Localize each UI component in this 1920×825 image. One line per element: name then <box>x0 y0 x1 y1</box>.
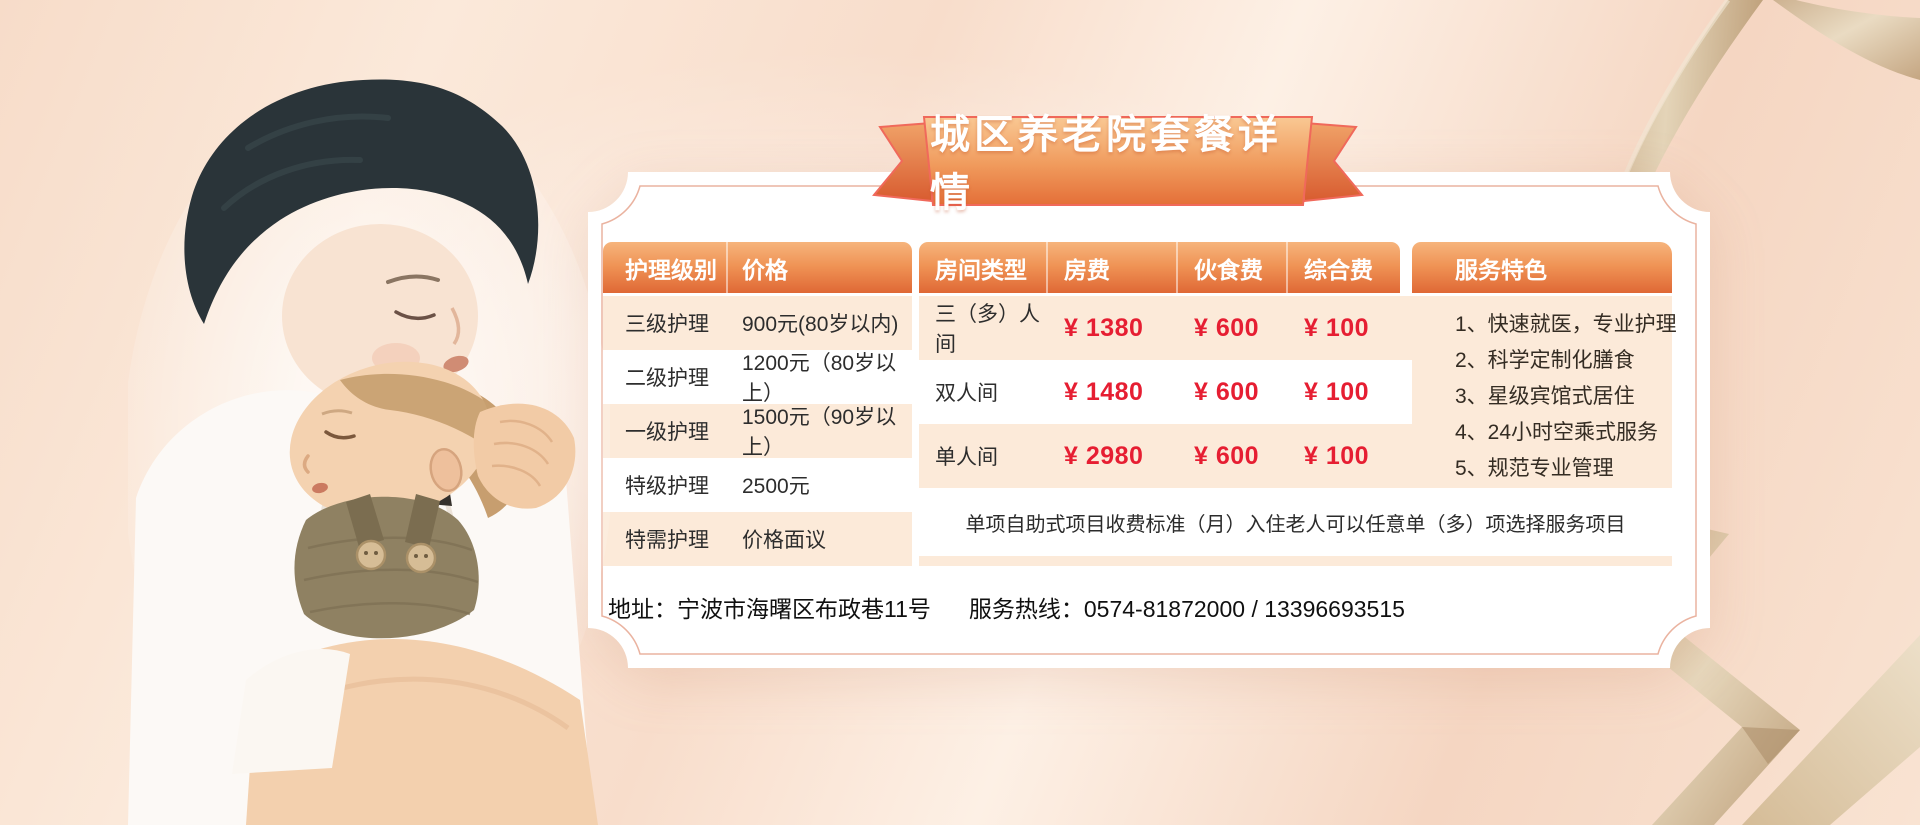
meal-fee-cell: ¥ 600 <box>1194 377 1260 406</box>
care-price-cell: 1500元（90岁以上） <box>742 406 897 459</box>
page-title: 城区养老院套餐详情 <box>930 111 1282 216</box>
features-header: 服务特色 <box>1412 242 1672 296</box>
care-header-level: 护理级别 <box>603 242 728 293</box>
room-fee-cell: ¥ 1380 <box>1064 313 1144 342</box>
title-banner: 城区养老院套餐详情 <box>872 111 1364 216</box>
care-level-cell: 三级护理 <box>625 313 709 336</box>
table-row: 二级护理 1200元（80岁以上） <box>603 350 912 405</box>
care-header-price: 价格 <box>742 256 788 283</box>
room-header-meal: 伙食费 <box>1178 242 1288 293</box>
contact-bar: 地址：宁波市海曙区布政巷11号 服务热线：0574-81872000 / 133… <box>608 590 1405 624</box>
service-feature-item: 4、24小时空乘式服务 <box>1455 421 1659 444</box>
caregiver-baby-photo <box>128 79 610 825</box>
table-row: 双人间 ¥ 1480 ¥ 600 ¥ 100 <box>919 360 1412 424</box>
room-type-cell: 单人间 <box>935 446 998 469</box>
table-row: 特需护理 价格面议 <box>603 512 912 566</box>
room-table-rows: 三（多）人间 ¥ 1380 ¥ 600 ¥ 100 双人间 ¥ 1480 ¥ 6… <box>919 296 1412 488</box>
table-bottom-strip <box>919 556 1672 566</box>
room-package-table: 房间类型 房费 伙食费 综合费 服务特色 三（多）人间 ¥ 1380 ¥ 600… <box>919 242 1677 566</box>
meal-fee-cell: ¥ 600 <box>1194 313 1260 342</box>
care-level-cell: 特需护理 <box>625 529 709 552</box>
table-row: 单人间 ¥ 2980 ¥ 600 ¥ 100 <box>919 424 1412 488</box>
room-table-header: 房间类型 房费 伙食费 综合费 <box>919 242 1400 296</box>
table-row: 特级护理 2500元 <box>603 458 912 512</box>
care-table-rows: 三级护理 900元(80岁以内) 二级护理 1200元（80岁以上） 一级护理 … <box>603 296 912 566</box>
pricing-card: 护理级别 价格 三级护理 900元(80岁以内) 二级护理 1200元（80岁以… <box>588 172 1710 668</box>
room-type-cell: 三（多）人间 <box>935 303 1040 356</box>
room-header-type: 房间类型 <box>919 242 1048 293</box>
features-header-label: 服务特色 <box>1455 256 1547 283</box>
self-service-note: 单项自助式项目收费标准（月）入住老人可以任意单（多）项选择服务项目 <box>919 488 1672 556</box>
room-fee-cell: ¥ 2980 <box>1064 441 1144 470</box>
care-level-table: 护理级别 价格 三级护理 900元(80岁以内) 二级护理 1200元（80岁以… <box>603 242 912 566</box>
address-text: 地址：宁波市海曙区布政巷11号 <box>608 596 931 622</box>
general-fee-cell: ¥ 100 <box>1304 377 1370 406</box>
room-fee-cell: ¥ 1480 <box>1064 377 1144 406</box>
room-type-cell: 双人间 <box>935 382 998 405</box>
table-row: 三级护理 900元(80岁以内) <box>603 296 912 350</box>
care-level-cell: 特级护理 <box>625 475 709 498</box>
table-row: 一级护理 1500元（90岁以上） <box>603 404 912 459</box>
banner-ribbon-icon <box>872 116 1364 206</box>
general-fee-cell: ¥ 100 <box>1304 313 1370 342</box>
general-fee-cell: ¥ 100 <box>1304 441 1370 470</box>
care-price-cell: 价格面议 <box>742 529 826 552</box>
care-level-cell: 一级护理 <box>625 421 709 444</box>
service-feature-item: 3、星级宾馆式居住 <box>1455 385 1635 408</box>
service-feature-item: 5、规范专业管理 <box>1455 457 1614 480</box>
care-price-cell: 2500元 <box>742 475 810 498</box>
care-price-cell: 900元(80岁以内) <box>742 313 899 336</box>
service-feature-item: 1、快速就医，专业护理 <box>1455 313 1677 336</box>
care-table-header: 护理级别 价格 <box>603 242 912 296</box>
hotline-text: 服务热线：0574-81872000 / 13396693515 <box>968 596 1405 622</box>
care-price-cell: 1200元（80岁以上） <box>742 352 897 405</box>
table-row: 三（多）人间 ¥ 1380 ¥ 600 ¥ 100 <box>919 296 1412 360</box>
care-level-cell: 二级护理 <box>625 367 709 390</box>
room-header-fee: 房费 <box>1048 242 1178 293</box>
room-header-general: 综合费 <box>1304 256 1373 283</box>
meal-fee-cell: ¥ 600 <box>1194 441 1260 470</box>
service-feature-item: 2、科学定制化膳食 <box>1455 349 1635 372</box>
service-features-list: 1、快速就医，专业护理 2、科学定制化膳食 3、星级宾馆式居住 4、24小时空乘… <box>1412 296 1677 488</box>
